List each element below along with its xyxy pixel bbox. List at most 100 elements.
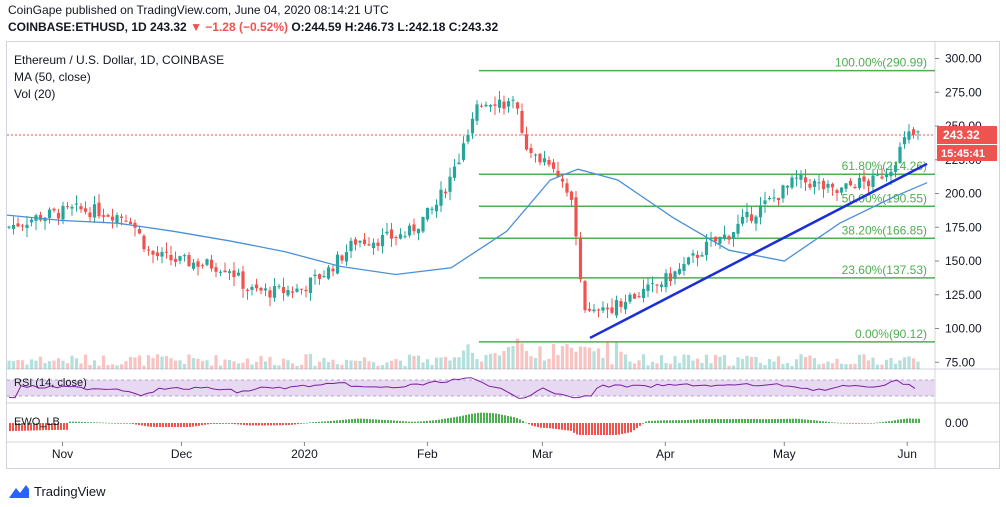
- candle-body: [835, 190, 839, 194]
- candle-body: [479, 105, 484, 107]
- candle-body: [628, 294, 632, 302]
- ewo-bar: [372, 419, 374, 423]
- footer[interactable]: TradingView: [8, 480, 106, 502]
- ewo-bar: [555, 423, 557, 430]
- volume-bar: [106, 365, 110, 369]
- ewo-bar: [762, 419, 764, 423]
- ewo-bar: [648, 420, 650, 423]
- ewo-bar: [477, 412, 479, 423]
- ewo-bar: [525, 422, 527, 424]
- candle-body: [497, 99, 502, 108]
- fib-level-label: 0.00%(90.12): [855, 327, 927, 341]
- volume-bar: [380, 364, 385, 369]
- candle-body: [407, 225, 412, 236]
- volume-bar: [884, 359, 889, 369]
- volume-bar: [209, 365, 214, 369]
- volume-bar: [457, 357, 461, 369]
- main-legend: Ethereum / U.S. Dollar, 1D, COINBASE MA …: [14, 52, 224, 103]
- candle-body: [871, 175, 875, 188]
- candle-body: [781, 185, 785, 199]
- ewo-bar: [291, 423, 293, 425]
- last-price-text: 243.32: [943, 128, 980, 142]
- candle-body: [232, 270, 236, 278]
- ewo-bar: [918, 418, 920, 423]
- ewo-bar: [474, 413, 476, 423]
- ewo-bar: [825, 421, 827, 423]
- ewo-bar: [465, 414, 467, 423]
- ewo-bar: [789, 418, 791, 423]
- ewo-bar: [597, 423, 599, 435]
- ewo-bar: [270, 423, 272, 426]
- ewo-bar: [687, 419, 689, 423]
- ewo-bar: [396, 420, 398, 423]
- volume-bar: [704, 354, 709, 369]
- ewo-bar: [846, 422, 848, 424]
- ewo-bar: [714, 418, 716, 423]
- candle-body: [142, 235, 146, 250]
- volume-bar: [322, 357, 326, 369]
- candle-body: [668, 273, 673, 282]
- candle-body: [178, 256, 182, 261]
- volume-bar: [511, 346, 515, 369]
- ewo-bar: [744, 418, 746, 423]
- y-tick-label: 200.00: [945, 187, 982, 201]
- ewo-bar: [432, 420, 434, 423]
- volume-bar: [767, 359, 772, 369]
- candle-body: [533, 154, 538, 156]
- volume-bar: [862, 354, 866, 369]
- candle-body: [214, 267, 218, 272]
- ewo-histogram: [9, 412, 920, 435]
- ewo-bar: [651, 420, 653, 423]
- candle-body: [862, 176, 866, 182]
- volume-bar: [578, 346, 583, 369]
- volume-bar: [34, 360, 38, 369]
- volume-bar: [722, 355, 727, 369]
- volume-bar: [277, 365, 281, 369]
- ewo-bar: [882, 421, 884, 423]
- volume-bar: [133, 357, 137, 369]
- candle-body: [223, 270, 227, 273]
- x-tick-label: Mar: [532, 447, 553, 461]
- ewo-bar: [189, 423, 191, 427]
- y-tick-label: 75.00: [945, 355, 975, 369]
- ewo-bar: [798, 418, 800, 423]
- candle-body: [367, 244, 371, 246]
- volume-bar: [628, 361, 632, 369]
- chart-frame[interactable]: 75.00100.00125.00150.00175.00200.00225.0…: [6, 41, 1000, 469]
- ewo-bar: [255, 423, 257, 426]
- volume-bar: [425, 359, 430, 369]
- volume-bar: [700, 362, 704, 369]
- candle-body: [16, 223, 20, 227]
- candle-body: [236, 272, 241, 276]
- volume-bar: [313, 365, 317, 369]
- candle-body: [25, 224, 29, 228]
- volume-bar: [331, 359, 335, 369]
- volume-bar: [439, 357, 443, 369]
- candle-body: [776, 197, 781, 201]
- ewo-bar: [603, 423, 605, 435]
- x-tick-label: Dec: [171, 447, 192, 461]
- volume-bar: [272, 364, 277, 369]
- chart-svg[interactable]: 75.00100.00125.00150.00175.00200.00225.0…: [6, 42, 999, 468]
- ewo-bar: [777, 419, 779, 423]
- candle-body: [83, 208, 88, 212]
- ewo-bar: [447, 418, 449, 423]
- ewo-bar: [111, 422, 113, 424]
- volume-bar: [412, 355, 416, 369]
- ewo-bar: [570, 423, 572, 431]
- ewo-bar: [48, 423, 50, 431]
- volume-bar: [376, 365, 380, 369]
- ewo-bar: [516, 418, 518, 423]
- candle-body: [196, 261, 200, 267]
- volume-bar: [497, 355, 502, 369]
- volume-bar: [214, 355, 218, 369]
- ewo-bar: [357, 418, 359, 423]
- ewo-bar: [561, 423, 563, 430]
- ewo-bar: [864, 423, 866, 424]
- volume-bar: [182, 363, 187, 369]
- candle-body: [74, 203, 79, 205]
- ewo-bar: [567, 423, 569, 431]
- candle-body: [56, 212, 61, 219]
- ewo-bar: [63, 423, 65, 430]
- ewo-bar: [201, 423, 203, 426]
